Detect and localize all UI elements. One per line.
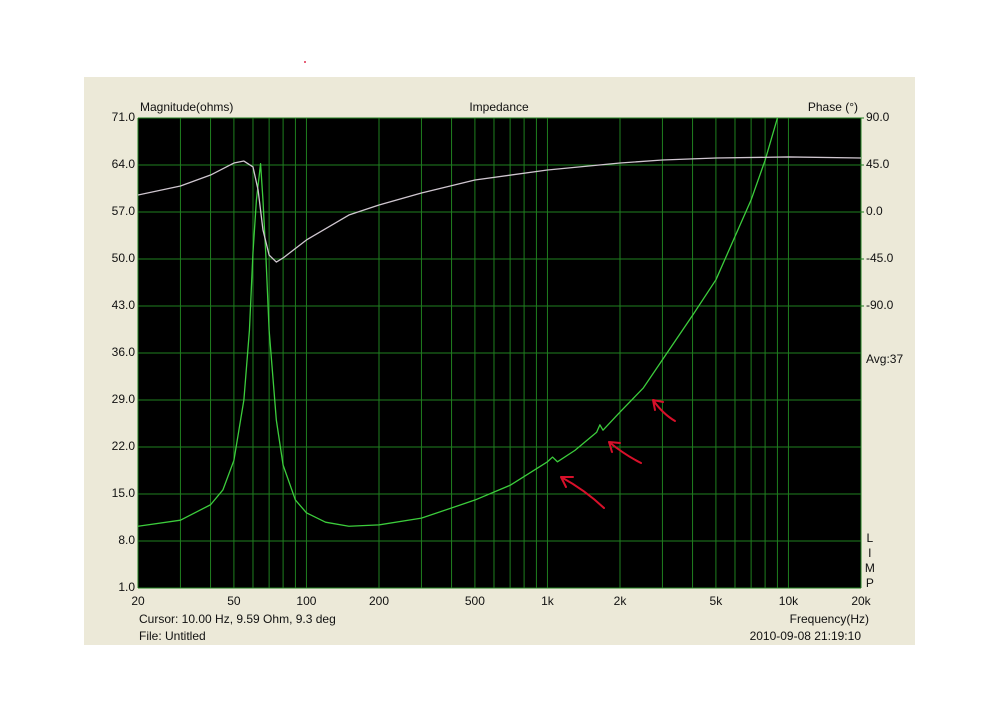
annotation: LIMP: [863, 531, 877, 591]
y2-tick-label: -45.0: [866, 251, 894, 265]
lines: [138, 118, 861, 527]
timestamp: 2010-09-08 21:19:10: [750, 629, 862, 643]
x-tick-label: 20: [131, 594, 145, 608]
x-tick-label: 10k: [779, 594, 799, 608]
x-tick-label: 2k: [614, 594, 628, 608]
x-tick-label: 200: [369, 594, 389, 608]
file-info: File: Untitled: [139, 629, 206, 643]
y-tick-label: 1.0: [118, 580, 135, 594]
y-tick-label: 71.0: [112, 110, 136, 124]
y2-tick-label: 45.0: [866, 157, 890, 171]
cursor-info: Cursor: 10.00 Hz, 9.59 Ohm, 9.3 deg: [139, 612, 336, 626]
series-line: [138, 156, 861, 263]
arrow: [560, 476, 605, 509]
y2-axis-title: Phase (°): [808, 100, 858, 114]
y-tick-label: 57.0: [112, 204, 136, 218]
y-tick-label: 15.0: [112, 486, 136, 500]
arrows: [560, 399, 676, 509]
y2-tick-label: -90.0: [866, 298, 894, 312]
y-tick-label: 50.0: [112, 251, 136, 265]
arrow: [608, 441, 642, 464]
x-tick-label: 5k: [710, 594, 724, 608]
y-tick-label: 36.0: [112, 345, 136, 359]
dot: [304, 61, 306, 63]
grid: [137, 117, 862, 589]
y-tick-label: 43.0: [112, 298, 136, 312]
series-line: [138, 118, 779, 527]
y-tick-label: 22.0: [112, 439, 136, 453]
x-tick-label: 20k: [851, 594, 871, 608]
y-tick-label: 64.0: [112, 157, 136, 171]
x-tick-label: 100: [296, 594, 316, 608]
x-tick-label: 500: [465, 594, 485, 608]
y-axis-title: Magnitude(ohms): [140, 100, 233, 114]
y2-tick-label: 90.0: [866, 110, 890, 124]
x-axis-title: Frequency(Hz): [790, 612, 869, 626]
x-tick-label: 50: [227, 594, 241, 608]
annotation: Avg:37: [866, 352, 903, 366]
y2-tick-label: 0.0: [866, 204, 883, 218]
y-tick-label: 29.0: [112, 392, 136, 406]
y-tick-label: 8.0: [118, 533, 135, 547]
x-tick-label: 1k: [541, 594, 555, 608]
chart-title: Impedance: [469, 100, 529, 114]
arrow: [652, 399, 676, 422]
